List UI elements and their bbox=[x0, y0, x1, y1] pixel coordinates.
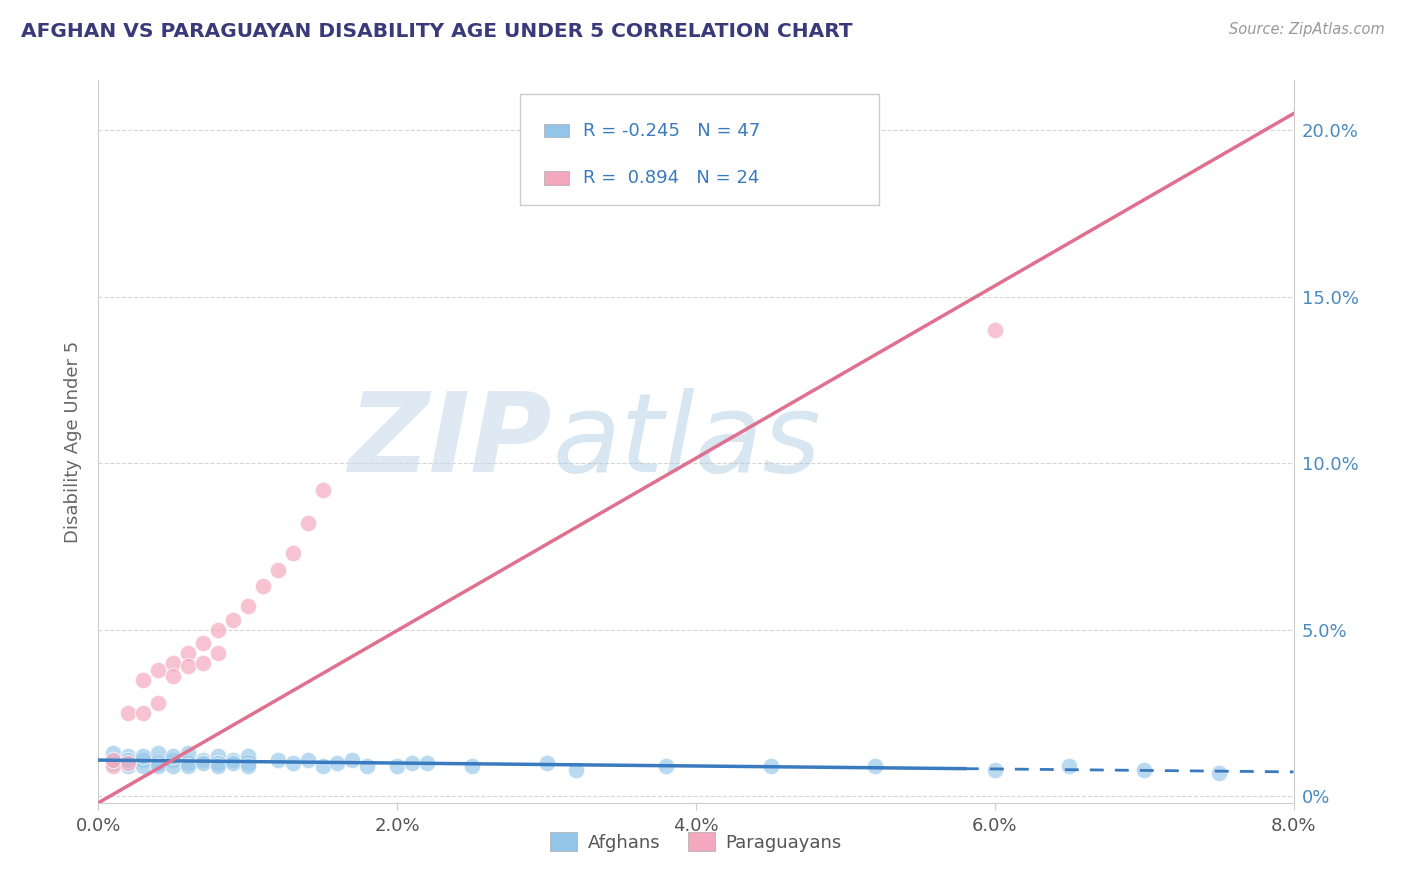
Point bbox=[401, 756, 423, 770]
Point bbox=[117, 706, 139, 720]
Point bbox=[1059, 759, 1081, 773]
Point bbox=[132, 673, 155, 687]
Point bbox=[311, 483, 333, 497]
Point bbox=[148, 756, 170, 770]
Point bbox=[356, 759, 378, 773]
Point bbox=[326, 756, 349, 770]
Point bbox=[565, 763, 588, 777]
Point bbox=[103, 752, 125, 766]
Point bbox=[222, 756, 245, 770]
Point bbox=[117, 756, 139, 770]
Point bbox=[281, 546, 304, 560]
Point bbox=[162, 669, 184, 683]
Point bbox=[132, 749, 155, 764]
Point bbox=[416, 756, 439, 770]
Point bbox=[759, 759, 782, 773]
Point bbox=[117, 752, 139, 766]
Text: Source: ZipAtlas.com: Source: ZipAtlas.com bbox=[1229, 22, 1385, 37]
Point bbox=[252, 579, 274, 593]
Point bbox=[222, 752, 245, 766]
Point bbox=[191, 636, 214, 650]
Point bbox=[281, 756, 304, 770]
Point bbox=[222, 613, 245, 627]
Point bbox=[1133, 763, 1156, 777]
Point bbox=[461, 759, 484, 773]
Point bbox=[236, 749, 259, 764]
Point bbox=[311, 759, 333, 773]
Text: atlas: atlas bbox=[553, 388, 821, 495]
Point bbox=[162, 752, 184, 766]
Point bbox=[191, 752, 214, 766]
Point bbox=[177, 746, 200, 760]
Text: R = -0.245   N = 47: R = -0.245 N = 47 bbox=[583, 122, 761, 140]
Point bbox=[536, 756, 558, 770]
Point bbox=[207, 756, 229, 770]
Point bbox=[103, 746, 125, 760]
Point bbox=[207, 759, 229, 773]
Point bbox=[148, 759, 170, 773]
Point bbox=[297, 516, 319, 530]
Point bbox=[297, 752, 319, 766]
Point bbox=[103, 756, 125, 770]
Point bbox=[207, 646, 229, 660]
Text: AFGHAN VS PARAGUAYAN DISABILITY AGE UNDER 5 CORRELATION CHART: AFGHAN VS PARAGUAYAN DISABILITY AGE UNDE… bbox=[21, 22, 852, 41]
Text: ZIP: ZIP bbox=[349, 388, 553, 495]
Point bbox=[984, 323, 1007, 337]
Point bbox=[865, 759, 887, 773]
Point bbox=[162, 749, 184, 764]
Point bbox=[162, 656, 184, 670]
Point bbox=[207, 623, 229, 637]
Point bbox=[148, 696, 170, 710]
Point bbox=[117, 759, 139, 773]
Point bbox=[132, 706, 155, 720]
Point bbox=[117, 749, 139, 764]
Point bbox=[177, 659, 200, 673]
Point bbox=[342, 752, 364, 766]
Point bbox=[162, 759, 184, 773]
Point bbox=[236, 756, 259, 770]
Text: R =  0.894   N = 24: R = 0.894 N = 24 bbox=[583, 169, 759, 187]
Point bbox=[148, 746, 170, 760]
Point bbox=[267, 752, 290, 766]
Point bbox=[177, 759, 200, 773]
Point bbox=[148, 663, 170, 677]
Point bbox=[385, 759, 409, 773]
Legend: Afghans, Paraguayans: Afghans, Paraguayans bbox=[543, 825, 849, 859]
Point bbox=[132, 752, 155, 766]
Y-axis label: Disability Age Under 5: Disability Age Under 5 bbox=[63, 341, 82, 542]
Point bbox=[1208, 765, 1230, 780]
Point bbox=[236, 599, 259, 614]
Point bbox=[132, 759, 155, 773]
Point bbox=[191, 756, 214, 770]
Point bbox=[236, 759, 259, 773]
Point bbox=[207, 749, 229, 764]
Point bbox=[103, 759, 125, 773]
Point bbox=[177, 646, 200, 660]
Point bbox=[191, 656, 214, 670]
Point bbox=[984, 763, 1007, 777]
Point bbox=[267, 563, 290, 577]
Point bbox=[177, 756, 200, 770]
Point bbox=[655, 759, 678, 773]
